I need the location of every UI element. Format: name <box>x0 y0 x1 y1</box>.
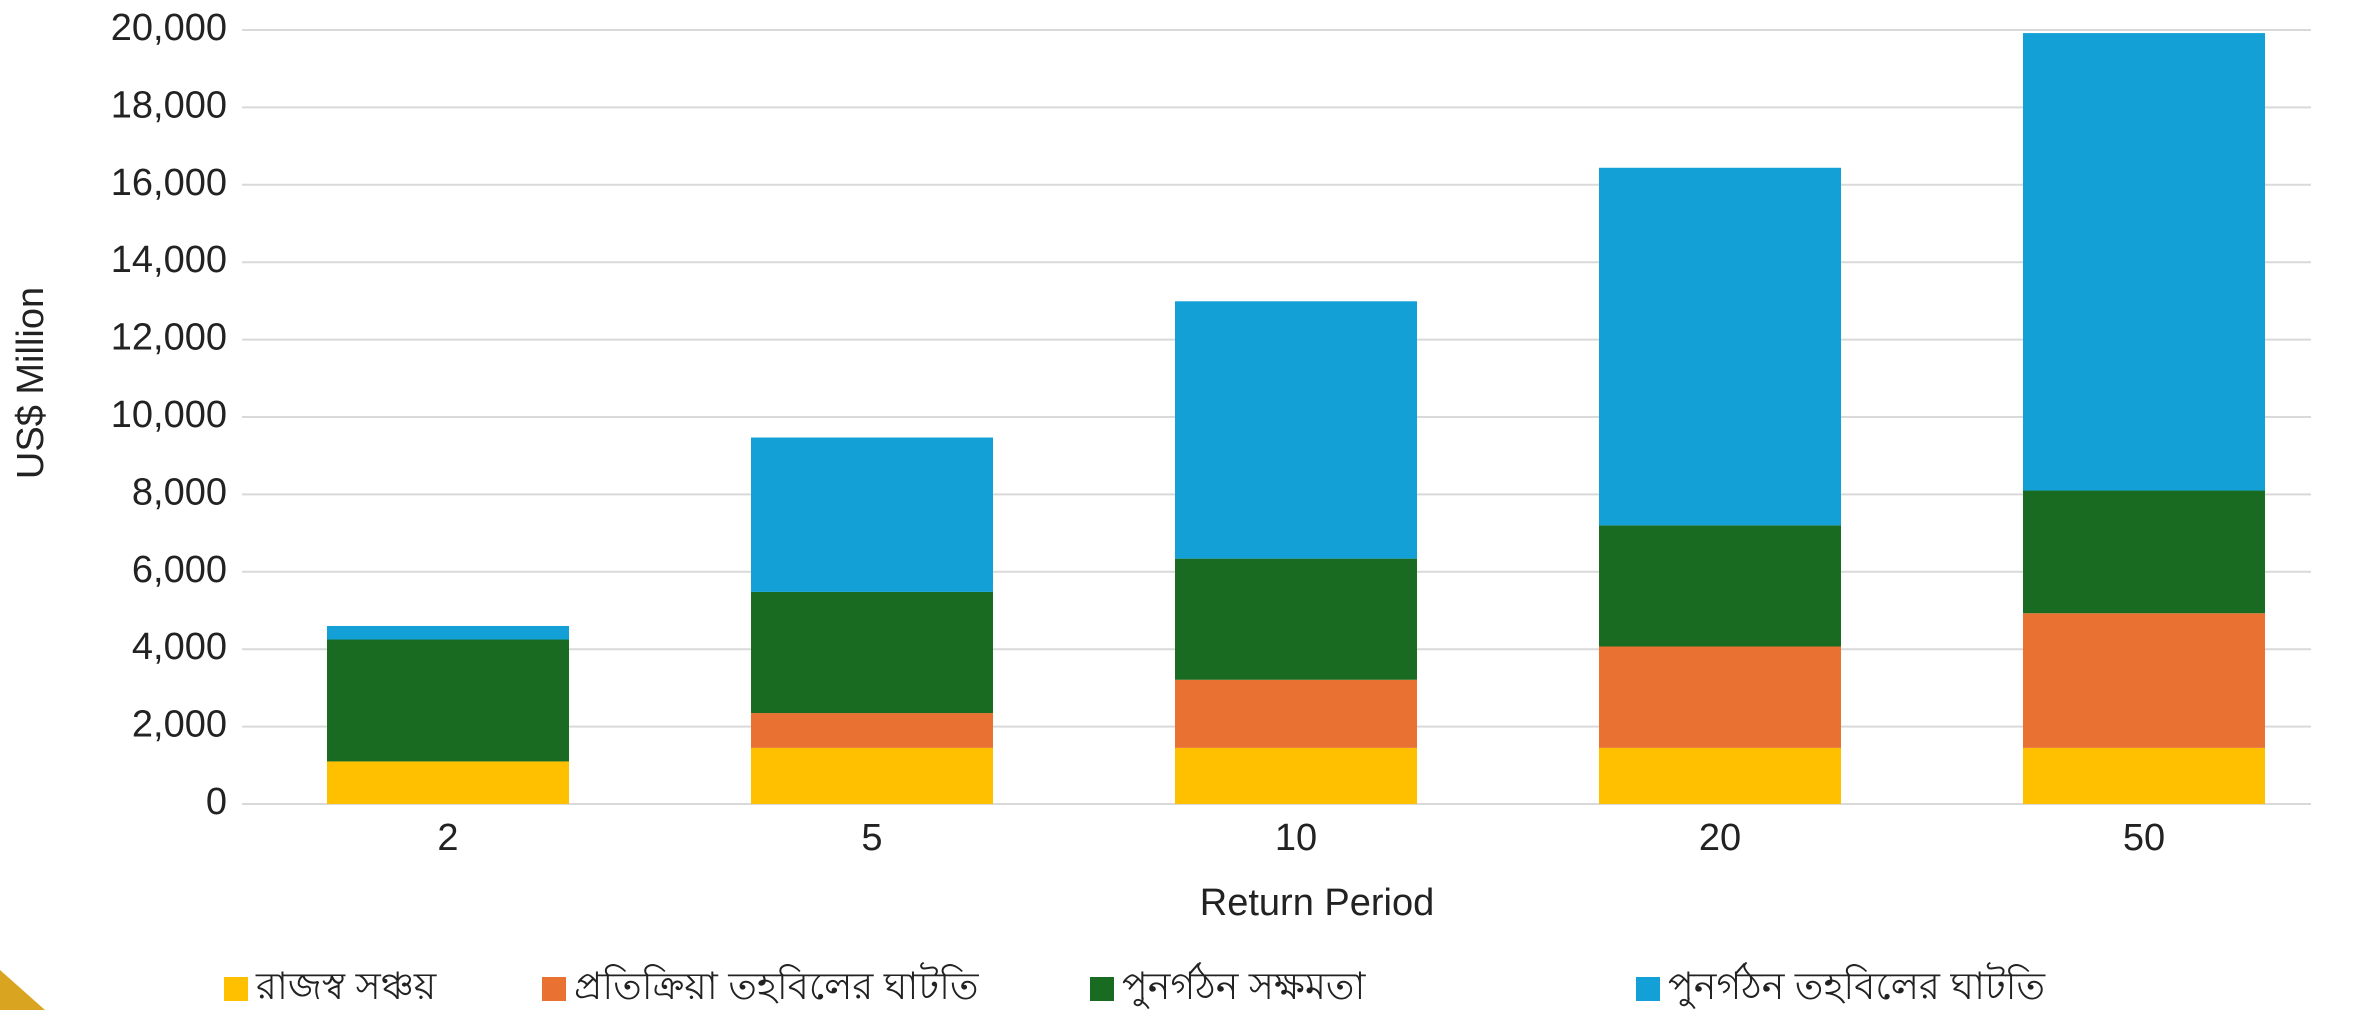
bar-segment <box>1175 747 1417 804</box>
x-tick-label: 2 <box>437 817 458 859</box>
y-tick-label: 18,000 <box>111 84 227 126</box>
legend-label: প্রতিক্রিয়া তহবিলের ঘাটতি <box>574 962 979 1008</box>
y-tick-label: 16,000 <box>111 162 227 204</box>
x-axis-title: Return Period <box>1200 882 1434 924</box>
bar-segment <box>2023 33 2265 491</box>
bar-segment <box>751 713 993 748</box>
bar-segment <box>327 761 569 804</box>
legend-label: পুনর্গঠন তহবিলের ঘাটতি <box>1668 962 2046 1010</box>
bar-segment <box>327 625 569 640</box>
bar-segment <box>1175 679 1417 748</box>
bar-segment <box>2023 490 2265 614</box>
legend-swatch <box>1636 977 1660 1001</box>
y-tick-label: 6,000 <box>132 549 227 591</box>
bar-segment <box>1599 747 1841 804</box>
legend-label: পুনর্গঠন সক্ষমতা <box>1122 962 1366 1010</box>
bar-segment <box>2023 613 2265 748</box>
bar-segment <box>1175 558 1417 680</box>
y-tick-label: 8,000 <box>132 471 227 513</box>
bar-segment <box>1599 646 1841 748</box>
legend-swatch <box>224 977 248 1001</box>
x-tick-label: 5 <box>861 817 882 859</box>
y-tick-label: 20,000 <box>111 7 227 49</box>
x-tick-label: 10 <box>1275 817 1317 859</box>
bar-segment <box>751 747 993 804</box>
bar-segment <box>1599 525 1841 647</box>
bar-segment <box>2023 747 2265 804</box>
x-tick-label: 50 <box>2123 817 2165 859</box>
y-tick-label: 10,000 <box>111 394 227 436</box>
y-tick-label: 2,000 <box>132 704 227 746</box>
y-tick-label: 4,000 <box>132 626 227 668</box>
y-tick-label: 0 <box>206 781 227 823</box>
bar-segment <box>751 591 993 714</box>
bar-segment <box>1175 301 1417 559</box>
bar-segment <box>751 437 993 592</box>
legend-swatch <box>1090 977 1114 1001</box>
y-tick-label: 14,000 <box>111 239 227 281</box>
bar-segment <box>327 639 569 762</box>
x-tick-label: 20 <box>1699 817 1741 859</box>
corner-decoration <box>0 970 45 1010</box>
y-axis-title: US$ Million <box>10 287 52 479</box>
y-tick-label: 12,000 <box>111 317 227 359</box>
bar-segment <box>1599 167 1841 526</box>
legend-label: রাজস্ব সঞ্চয় <box>255 966 437 1008</box>
legend-swatch <box>542 977 566 1001</box>
